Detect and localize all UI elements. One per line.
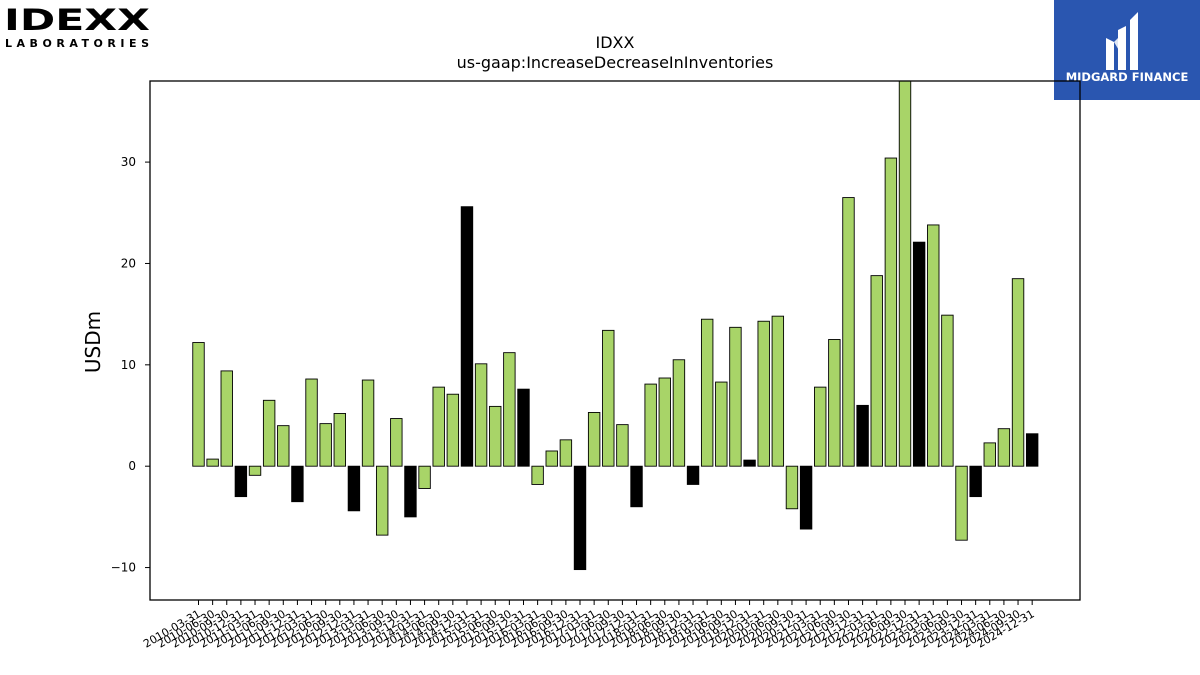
bar-2012-03-31 xyxy=(305,378,318,467)
bar-2017-03-31 xyxy=(587,412,601,467)
bar-2017-09-30 xyxy=(616,424,629,467)
bar-2022-03-31 xyxy=(870,275,883,467)
bar-2010-03-31 xyxy=(192,342,205,467)
bar-2013-06-30 xyxy=(375,465,389,536)
bar-2011-09-30 xyxy=(277,425,290,467)
chart-title: IDXX xyxy=(596,33,635,52)
bar-2016-03-31 xyxy=(531,465,544,485)
bar-2024-12-31 xyxy=(1025,433,1039,467)
bar-2020-06-30 xyxy=(771,315,785,467)
bar-2023-06-30 xyxy=(941,314,954,467)
bar-2011-06-30 xyxy=(262,399,276,467)
bar-2023-12-31 xyxy=(969,465,982,498)
bar-2020-09-30 xyxy=(785,465,799,510)
bar-2013-12-31 xyxy=(404,465,417,518)
midgard-m-icon xyxy=(1106,12,1138,70)
bar-2018-06-30 xyxy=(658,377,671,467)
y-axis: −10 0 10 20 30 xyxy=(111,155,150,575)
bar-2022-09-30 xyxy=(898,80,912,467)
x-axis: 2010-03-312010-06-302010-09-302010-12-31… xyxy=(141,600,1037,651)
bar-2017-06-30 xyxy=(602,329,615,467)
bar-2013-03-31 xyxy=(361,379,375,467)
bar-2019-12-31 xyxy=(743,459,756,467)
bar-2015-06-30 xyxy=(489,405,502,467)
bar-2014-03-31 xyxy=(418,465,431,489)
bar-2016-12-31 xyxy=(573,465,587,571)
bar-2010-06-30 xyxy=(206,458,219,467)
bar-2014-06-30 xyxy=(432,386,445,467)
bar-2021-09-30 xyxy=(842,197,855,467)
plot-frame xyxy=(149,80,1081,601)
bar-2015-12-31 xyxy=(517,388,530,467)
bar-2022-12-31 xyxy=(912,241,926,467)
bar-2020-12-31 xyxy=(799,465,813,530)
bar-2022-06-30 xyxy=(884,157,898,467)
chart-subtitle: us-gaap:IncreaseDecreaseInInventories xyxy=(457,53,774,72)
y-tick-label: 0 xyxy=(128,459,136,473)
idexx-logo-wordmark: IDEXX xyxy=(4,4,150,37)
bar-2018-03-31 xyxy=(644,383,657,467)
bar-2015-03-31 xyxy=(474,363,488,467)
bar-2020-03-31 xyxy=(757,320,770,467)
idexx-logo: IDEXX LABORATORIES xyxy=(4,4,150,50)
bar-2012-12-31 xyxy=(347,465,361,512)
bar-2019-03-31 xyxy=(700,318,714,467)
bar-2012-09-30 xyxy=(333,413,346,467)
bar-2014-12-31 xyxy=(460,206,474,467)
bar-2021-03-31 xyxy=(814,386,827,467)
bar-2011-03-31 xyxy=(248,465,262,476)
bar-2010-09-30 xyxy=(220,370,233,467)
bar-2023-03-31 xyxy=(927,224,940,467)
bar-2019-09-30 xyxy=(729,326,742,467)
y-tick-label: 30 xyxy=(121,155,136,169)
bar-2024-03-31 xyxy=(983,442,996,467)
bar-2018-09-30 xyxy=(672,359,686,467)
midgard-badge-label: MIDGARD FINANCE xyxy=(1066,70,1189,84)
bar-2023-09-30 xyxy=(955,465,968,541)
bar-2010-12-31 xyxy=(234,465,248,498)
bar-2014-09-30 xyxy=(446,393,460,467)
bar-2021-12-31 xyxy=(856,404,869,467)
bar-2012-06-30 xyxy=(319,423,332,467)
bar-2018-12-31 xyxy=(686,465,700,485)
bar-2019-06-30 xyxy=(715,381,728,467)
bar-2016-09-30 xyxy=(559,439,573,467)
bar-2015-09-30 xyxy=(503,352,516,467)
y-axis-label: USDm xyxy=(81,311,105,373)
y-tick-label: −10 xyxy=(111,561,136,575)
y-tick-label: 20 xyxy=(121,256,136,270)
bar-2021-06-30 xyxy=(828,339,841,467)
bar-2024-09-30 xyxy=(1011,278,1025,467)
bar-2011-12-31 xyxy=(291,465,304,503)
y-tick-label: 10 xyxy=(121,358,136,372)
chart-bars xyxy=(192,80,1039,571)
bar-2017-12-31 xyxy=(630,465,643,508)
midgard-finance-badge: MIDGARD FINANCE xyxy=(1054,0,1200,100)
bar-2016-06-30 xyxy=(545,450,558,467)
bar-2024-06-30 xyxy=(997,428,1011,467)
midgard-badge-background xyxy=(1054,0,1200,100)
bar-2013-09-30 xyxy=(390,418,403,467)
